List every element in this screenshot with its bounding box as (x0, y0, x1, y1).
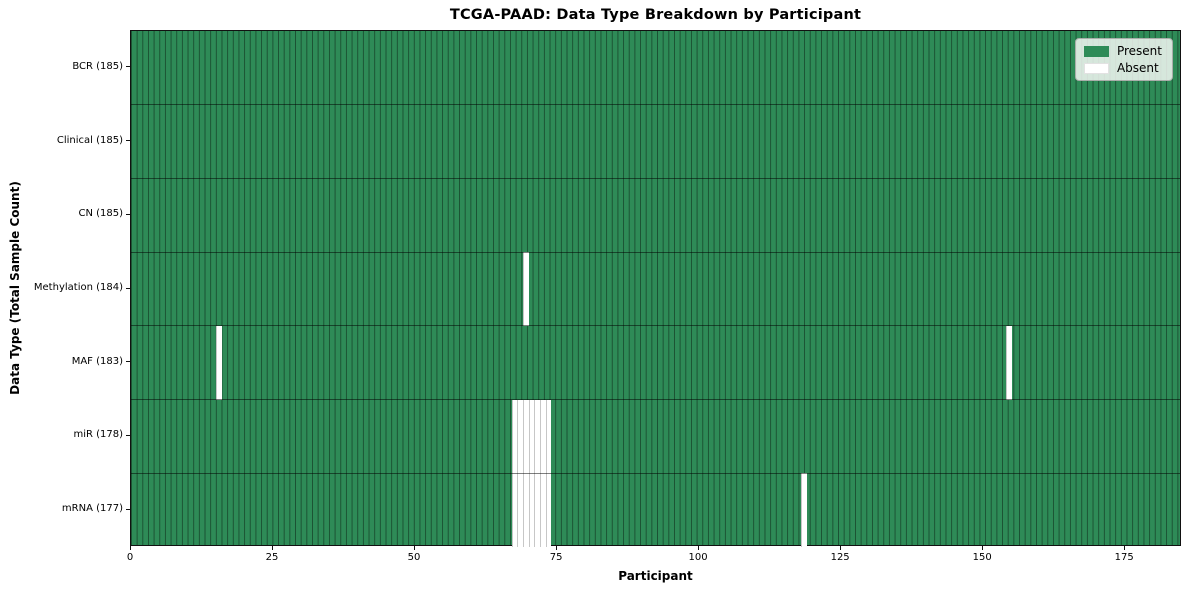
absent-cell (534, 399, 541, 474)
x-tick-label: 50 (407, 552, 421, 563)
absent-cell (534, 473, 541, 547)
x-tick-label: 0 (126, 552, 134, 563)
absent-cell (540, 399, 546, 474)
y-tick-label: Methylation (184) (33, 282, 123, 293)
absent-cell (522, 252, 529, 326)
absent-cell (540, 473, 546, 547)
x-tick-mark (982, 546, 984, 550)
legend-entry-absent: Absent (1083, 61, 1162, 75)
y-tick-mark (126, 361, 130, 363)
absent-cell (517, 399, 523, 474)
y-tick-label: MAF (183) (71, 355, 123, 367)
y-tick-label: CN (185) (78, 208, 123, 220)
legend-swatch-present-icon (1083, 45, 1109, 57)
absent-cell (1005, 325, 1012, 400)
x-tick-mark (272, 546, 274, 550)
y-tick-mark (126, 140, 130, 142)
absent-cell (522, 399, 529, 474)
x-tick-mark (1124, 546, 1126, 550)
y-tick-mark (126, 434, 130, 436)
absent-cell (511, 399, 518, 474)
row-gridline (131, 325, 1180, 327)
x-axis-label: Participant (618, 569, 693, 583)
absent-cell (511, 473, 518, 547)
y-tick-mark (126, 508, 130, 510)
x-tick-label: 100 (688, 552, 708, 563)
absent-cell (545, 473, 552, 547)
absent-cell (216, 325, 222, 400)
y-tick-label: mRNA (177) (61, 503, 123, 515)
x-tick-mark (556, 546, 558, 550)
x-tick-label: 150 (972, 552, 992, 563)
absent-cell (545, 399, 552, 474)
row-gridline (131, 177, 1180, 179)
y-tick-mark (126, 287, 130, 289)
x-tick-label: 25 (265, 552, 279, 563)
row-gridline (131, 399, 1180, 401)
legend-label-present: Present (1116, 44, 1162, 58)
legend: Present Absent (1074, 38, 1173, 81)
absent-cell (528, 399, 535, 474)
plot-area: Present Absent (130, 30, 1181, 547)
x-tick-label: 175 (1114, 552, 1134, 563)
row-gridline (131, 104, 1180, 106)
absent-cell (522, 473, 529, 547)
x-tick-mark (130, 546, 131, 550)
legend-entry-present: Present (1083, 44, 1162, 58)
x-tick-mark (414, 546, 416, 550)
absent-cell (517, 473, 523, 547)
x-tick-mark (840, 546, 842, 550)
y-tick-mark (126, 66, 130, 68)
y-tick-mark (126, 213, 130, 215)
legend-label-absent: Absent (1116, 61, 1159, 75)
absent-cell (528, 473, 535, 547)
y-tick-label: Clinical (185) (56, 134, 123, 146)
y-tick-label: BCR (185) (72, 60, 123, 72)
x-tick-mark (698, 546, 700, 550)
x-tick-label: 75 (549, 552, 563, 563)
absent-cell (801, 473, 808, 547)
legend-swatch-absent-icon (1083, 62, 1109, 74)
row-gridline (131, 472, 1180, 474)
y-tick-label: miR (178) (73, 429, 123, 441)
x-tick-label: 125 (830, 552, 850, 563)
chart-title: TCGA-PAAD: Data Type Breakdown by Partic… (449, 7, 862, 23)
row-gridline (131, 251, 1180, 253)
